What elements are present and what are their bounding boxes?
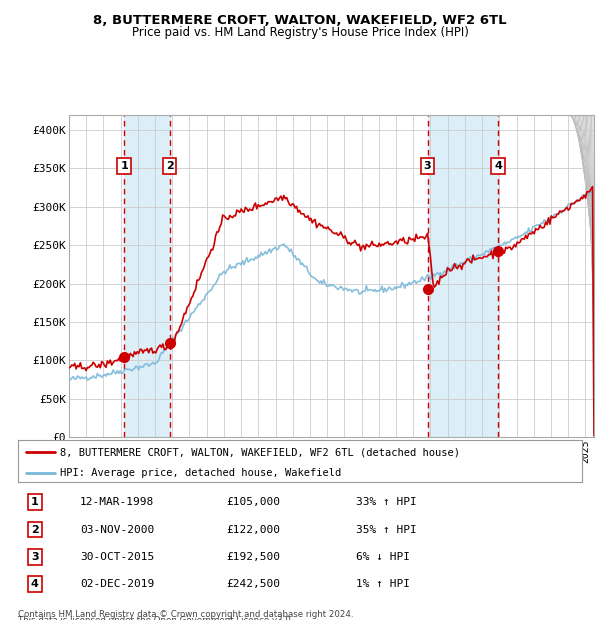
Text: 30-OCT-2015: 30-OCT-2015 — [80, 552, 154, 562]
Text: This data is licensed under the Open Government Licence v3.0.: This data is licensed under the Open Gov… — [18, 616, 293, 620]
Text: 2: 2 — [166, 161, 173, 171]
Text: 8, BUTTERMERE CROFT, WALTON, WAKEFIELD, WF2 6TL: 8, BUTTERMERE CROFT, WALTON, WAKEFIELD, … — [93, 14, 507, 27]
Text: HPI: Average price, detached house, Wakefield: HPI: Average price, detached house, Wake… — [60, 468, 341, 478]
Text: £242,500: £242,500 — [227, 579, 281, 589]
Text: 2: 2 — [31, 525, 39, 534]
Text: 3: 3 — [424, 161, 431, 171]
Text: 1: 1 — [120, 161, 128, 171]
Text: 1: 1 — [31, 497, 39, 507]
Bar — [124, 115, 170, 437]
Text: Price paid vs. HM Land Registry's House Price Index (HPI): Price paid vs. HM Land Registry's House … — [131, 26, 469, 39]
Text: 33% ↑ HPI: 33% ↑ HPI — [356, 497, 417, 507]
Text: 02-DEC-2019: 02-DEC-2019 — [80, 579, 154, 589]
Text: 8, BUTTERMERE CROFT, WALTON, WAKEFIELD, WF2 6TL (detached house): 8, BUTTERMERE CROFT, WALTON, WAKEFIELD, … — [60, 447, 460, 457]
Text: 4: 4 — [31, 579, 39, 589]
Text: 3: 3 — [31, 552, 39, 562]
Text: £105,000: £105,000 — [227, 497, 281, 507]
Text: 35% ↑ HPI: 35% ↑ HPI — [356, 525, 417, 534]
Text: 1% ↑ HPI: 1% ↑ HPI — [356, 579, 410, 589]
Text: 03-NOV-2000: 03-NOV-2000 — [80, 525, 154, 534]
Text: 6% ↓ HPI: 6% ↓ HPI — [356, 552, 410, 562]
Text: £122,000: £122,000 — [227, 525, 281, 534]
Text: Contains HM Land Registry data © Crown copyright and database right 2024.: Contains HM Land Registry data © Crown c… — [18, 610, 353, 619]
Text: £192,500: £192,500 — [227, 552, 281, 562]
Text: 12-MAR-1998: 12-MAR-1998 — [80, 497, 154, 507]
Text: 4: 4 — [494, 161, 502, 171]
Bar — [428, 115, 498, 437]
